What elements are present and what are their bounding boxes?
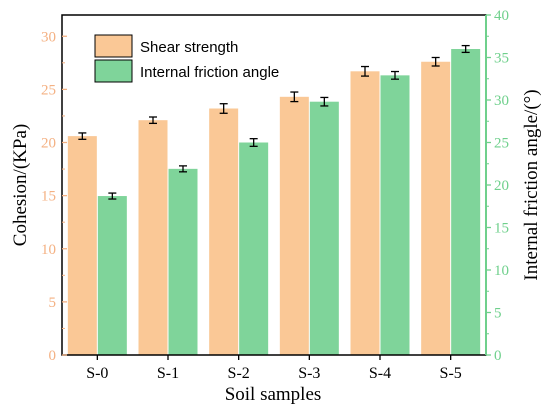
left-tick-label-15: 15	[41, 189, 56, 205]
error-bar-friction-angle-S-1	[179, 165, 187, 173]
x-tick-label-S-5: S-5	[440, 365, 462, 382]
left-axis-ticks: 0 5 10 15 20 25 30	[41, 29, 67, 364]
x-axis-ticks: S-0 S-1 S-2 S-3 S-4 S-5	[86, 355, 462, 382]
error-bar-shear-strength-S-2	[219, 103, 228, 114]
bar-friction-angle-S-2	[239, 142, 269, 355]
error-bar-shear-strength-S-1	[149, 116, 157, 125]
legend: Shear strength Internal friction angle	[94, 34, 279, 83]
left-tick-label-0: 0	[49, 348, 57, 364]
error-bar-friction-angle-S-0	[108, 192, 117, 200]
error-bar-shear-strength-S-5	[431, 56, 440, 67]
right-axis-ticks: 0 5 10 15 20 25 30 35 40	[486, 8, 509, 364]
error-bar-friction-angle-S-2	[249, 138, 258, 147]
bar-shear-strength-S-3	[279, 96, 309, 355]
right-tick-label-15: 15	[494, 221, 509, 237]
left-tick-label-20: 20	[41, 136, 56, 152]
bar-friction-angle-S-3	[309, 101, 339, 355]
x-axis-label: Soil samples	[225, 384, 322, 405]
error-bar-friction-angle-S-5	[461, 44, 470, 54]
right-tick-label-35: 35	[494, 51, 509, 67]
right-tick-label-40: 40	[494, 8, 509, 24]
bar-shear-strength-S-2	[209, 108, 239, 355]
y-axis-left-label: Cohesion/(KPa)	[10, 124, 31, 246]
right-tick-label-20: 20	[494, 178, 509, 194]
x-tick-label-S-2: S-2	[228, 365, 250, 382]
bar-shear-strength-S-1	[138, 120, 168, 355]
right-tick-label-0: 0	[494, 348, 502, 364]
bar-shear-strength-S-5	[421, 61, 451, 355]
right-tick-label-10: 10	[494, 263, 509, 279]
bar-shear-strength-S-4	[350, 71, 380, 355]
left-tick-label-5: 5	[49, 295, 57, 311]
left-tick-label-30: 30	[41, 29, 56, 45]
right-tick-label-30: 30	[494, 93, 509, 109]
legend-swatch-shear-strength	[94, 34, 133, 58]
right-tick-label-5: 5	[494, 306, 502, 322]
error-bar-shear-strength-S-4	[361, 65, 369, 77]
error-bars-layer	[78, 44, 470, 200]
bars-layer	[67, 49, 481, 355]
left-tick-label-10: 10	[41, 242, 56, 258]
error-bar-friction-angle-S-4	[391, 70, 399, 80]
bar-friction-angle-S-1	[168, 168, 198, 355]
error-bar-shear-strength-S-3	[290, 91, 299, 103]
legend-label-shear-strength: Shear strength	[140, 39, 238, 56]
error-bar-shear-strength-S-0	[78, 132, 87, 140]
y-axis-right-label: Internal friction angle/(°)	[521, 89, 542, 280]
error-bar-friction-angle-S-3	[320, 96, 329, 107]
bar-shear-strength-S-0	[67, 136, 97, 355]
right-tick-label-25: 25	[494, 136, 509, 152]
left-tick-label-25: 25	[41, 82, 56, 98]
x-tick-label-S-0: S-0	[86, 365, 108, 382]
legend-swatch-internal-friction-angle	[94, 59, 133, 83]
x-tick-label-S-3: S-3	[298, 365, 320, 382]
x-tick-label-S-1: S-1	[157, 365, 179, 382]
bar-friction-angle-S-4	[380, 75, 410, 355]
bar-friction-angle-S-5	[451, 49, 481, 355]
legend-label-internal-friction-angle: Internal friction angle	[140, 64, 279, 81]
bar-friction-angle-S-0	[97, 196, 127, 355]
x-tick-label-S-4: S-4	[369, 365, 391, 382]
